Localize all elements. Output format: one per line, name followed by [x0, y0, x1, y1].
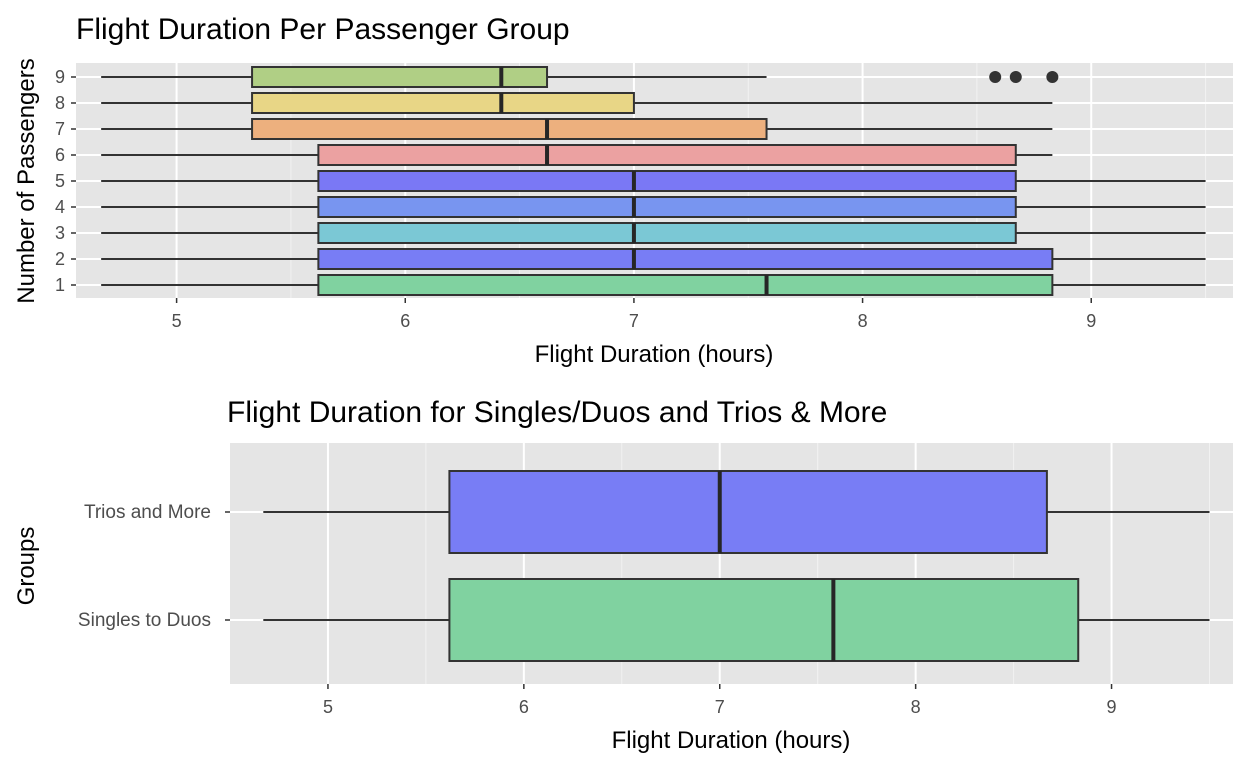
chart-title: Flight Duration for Singles/Duos and Tri…	[227, 396, 887, 429]
boxes	[263, 470, 1210, 662]
y-tick-label: 2	[55, 249, 65, 269]
box-3	[101, 222, 1206, 244]
x-axis-title: Flight Duration (hours)	[612, 727, 851, 754]
box-iqr	[251, 92, 635, 114]
outlier-point	[989, 71, 1002, 83]
y-tick-label: Singles to Duos	[78, 610, 211, 631]
x-tick-label: 7	[715, 697, 725, 717]
y-tick-label: 8	[55, 93, 65, 113]
y-tick-label: 1	[55, 275, 65, 295]
box-iqr	[448, 578, 1080, 662]
outlier-point	[1009, 71, 1022, 83]
x-tick-label: 8	[858, 311, 868, 331]
x-tick-label: 5	[172, 311, 182, 331]
y-tick-label: 4	[55, 197, 65, 217]
y-tick-label: 3	[55, 223, 65, 243]
y-tick-label: 9	[55, 67, 65, 87]
x-tick-label: 9	[1086, 311, 1096, 331]
y-tick-label: 7	[55, 119, 65, 139]
box-4	[101, 196, 1206, 218]
x-tick-label: 9	[1107, 697, 1117, 717]
y-axis-ticks: 1 2 3 4 5 6 7 8 9	[55, 67, 76, 295]
box-iqr	[317, 170, 1017, 192]
box-iqr	[317, 222, 1017, 244]
box-trios-and-more	[263, 470, 1210, 554]
box-iqr	[448, 470, 1048, 554]
y-tick-label: Trios and More	[84, 502, 211, 523]
box-1	[101, 274, 1206, 296]
x-tick-label: 8	[911, 697, 921, 717]
x-tick-label: 6	[519, 697, 529, 717]
x-axis-title: Flight Duration (hours)	[535, 341, 774, 368]
y-tick-label: 6	[55, 145, 65, 165]
chart-title: Flight Duration Per Passenger Group	[76, 13, 570, 46]
box-iqr	[251, 118, 768, 140]
x-axis-ticks: 5 6 7 8 9	[323, 684, 1117, 717]
box-6	[101, 144, 1053, 166]
box-iqr	[317, 248, 1054, 270]
box-iqr	[317, 274, 1054, 296]
box-5	[101, 170, 1206, 192]
box-iqr	[317, 144, 1017, 166]
x-tick-label: 5	[323, 697, 333, 717]
box-iqr	[251, 66, 549, 88]
box-2	[101, 248, 1206, 270]
passenger-group-chart: Flight Duration Per Passenger Group 5 6 7 8…	[13, 13, 1233, 368]
box-7	[101, 118, 1053, 140]
x-axis-ticks: 5 6 7 8 9	[172, 298, 1096, 331]
x-tick-label: 7	[629, 311, 639, 331]
box-iqr	[317, 196, 1017, 218]
boxes	[101, 66, 1206, 296]
box-9	[101, 66, 1059, 88]
x-tick-label: 6	[400, 311, 410, 331]
box-singles-to-duos	[263, 578, 1210, 662]
outlier-point	[1046, 71, 1059, 83]
y-axis-ticks: Singles to Duos Trios and More	[78, 502, 230, 631]
y-axis-title: Groups	[13, 527, 40, 606]
y-tick-label: 5	[55, 171, 65, 191]
y-axis-title: Number of Passengers	[13, 58, 40, 303]
group-comparison-chart: Flight Duration for Singles/Duos and Tri…	[13, 396, 1233, 754]
box-8	[101, 92, 1053, 114]
